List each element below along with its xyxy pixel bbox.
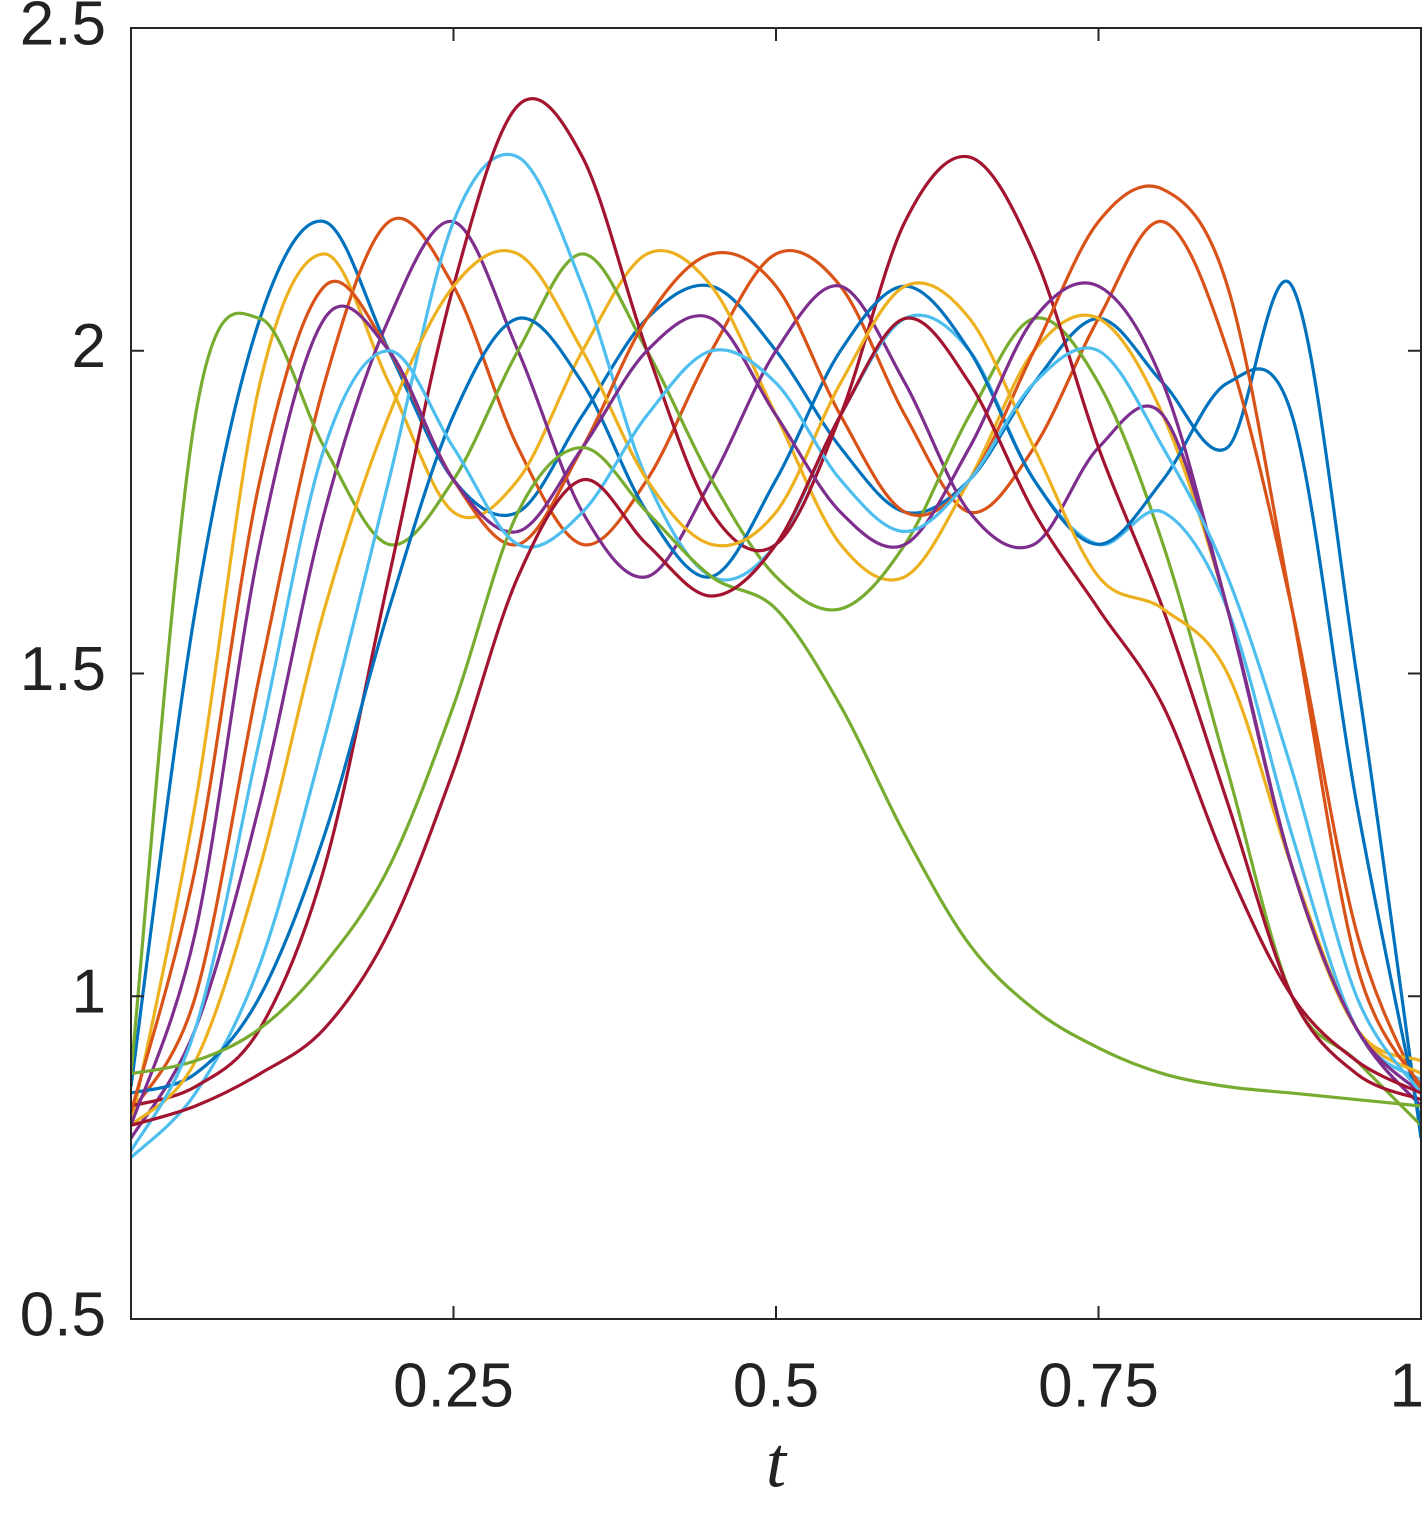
series-line [131, 97, 1421, 1108]
y-tick-label: 2.5 [20, 0, 106, 58]
y-tick-label: 1 [72, 958, 106, 1027]
x-tick-label: 0.75 [1038, 1351, 1159, 1420]
x-tick-label: 0.5 [733, 1351, 819, 1420]
series-line [131, 284, 1421, 1126]
y-tick-label: 0.5 [20, 1280, 106, 1349]
series-line [131, 445, 1421, 1108]
y-tick-label: 1.5 [20, 635, 106, 704]
plot-lines [131, 97, 1421, 1159]
series-line [131, 219, 1421, 1140]
series-line [131, 281, 1421, 1126]
series-line [131, 216, 1421, 1114]
series-line [131, 346, 1421, 1152]
y-tick-label: 2 [72, 312, 106, 381]
series-line [131, 219, 1421, 1139]
series-line [131, 152, 1421, 1159]
series-line [131, 252, 1421, 1127]
series-line [131, 248, 1421, 1127]
x-tick-label: 1 [1390, 1351, 1424, 1420]
series-line [131, 316, 1421, 1127]
x-tick-label: 0.25 [393, 1351, 514, 1420]
x-axis-label: t [766, 1423, 788, 1503]
series-line [131, 184, 1421, 1113]
